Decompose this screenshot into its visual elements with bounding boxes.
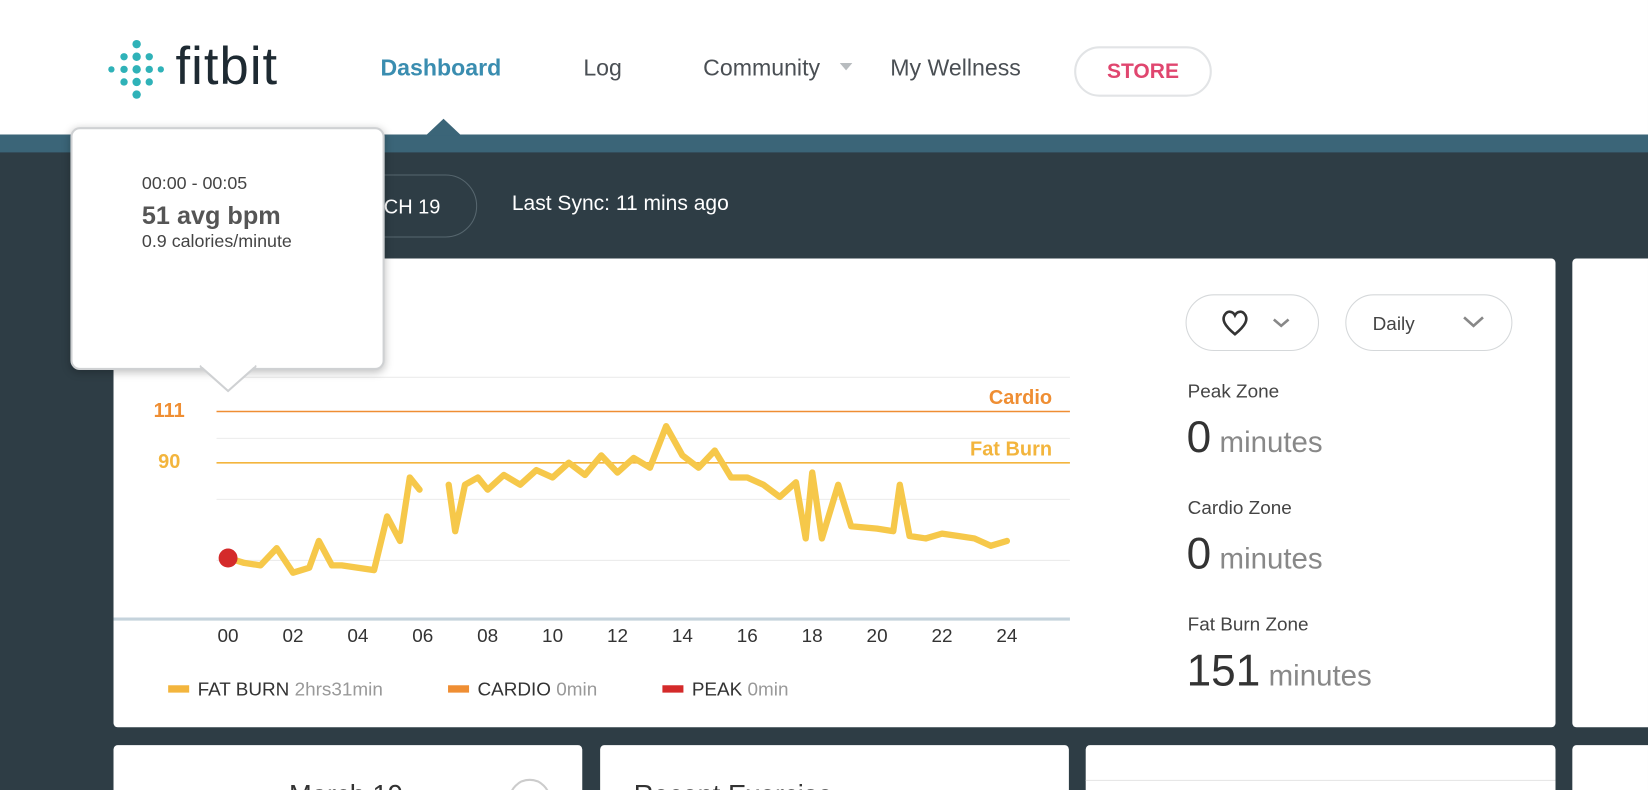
nav-wellness[interactable]: My Wellness <box>890 54 1021 81</box>
card-title: March 19 <box>289 779 403 790</box>
zone-label: Cardio <box>989 387 1052 409</box>
heart-rate-line <box>224 423 1011 576</box>
legend-detail: 2hrs31min <box>295 680 383 701</box>
card <box>1085 745 1556 790</box>
x-tick-label: 14 <box>672 626 693 647</box>
x-tick-label: 18 <box>802 626 823 647</box>
legend-detail: 0min <box>556 680 597 701</box>
header: fitbit Dashboard Log Community My Wellne… <box>0 0 1648 135</box>
x-tick-label: 06 <box>412 626 433 647</box>
nav-bar <box>0 134 1648 153</box>
zone-value-row: 151 minutes <box>1187 645 1372 695</box>
zone-value: 0 <box>1186 528 1212 579</box>
logo-text: fitbit <box>175 36 279 96</box>
legend-detail: 0min <box>748 680 789 701</box>
x-tick-label: 20 <box>867 626 888 647</box>
x-tick-label: 12 <box>607 626 628 647</box>
x-tick-label: 16 <box>737 626 758 647</box>
last-sync: Last Sync: 11 mins ago <box>511 192 729 216</box>
legend-swatch <box>662 685 684 693</box>
period-dropdown[interactable]: Daily <box>1345 294 1513 352</box>
chevron <box>1463 316 1484 328</box>
card-title: Recent Exercise <box>634 779 833 790</box>
zone-value-row: 0 minutes <box>1187 529 1323 579</box>
period-text: Daily <box>1372 313 1415 335</box>
zone-label: Fat Burn Zone <box>1187 613 1309 635</box>
x-tick-label: 22 <box>931 626 952 647</box>
nav-dashboard[interactable]: Dashboard <box>380 54 502 81</box>
divider <box>1085 779 1556 781</box>
legend-label: FAT BURN <box>198 680 290 701</box>
nav-log[interactable]: Log <box>583 54 622 81</box>
metric-dropdown[interactable] <box>1185 294 1320 352</box>
zone-label: Peak Zone <box>1187 380 1280 402</box>
x-tick-label: 08 <box>477 626 498 647</box>
x-tick-label: 02 <box>282 626 303 647</box>
tooltip-time: 00:00 - 00:05 <box>141 173 248 194</box>
zone-value-row: 0 minutes <box>1187 412 1323 462</box>
zone-unit: minutes <box>1219 425 1323 459</box>
legend-label: CARDIO <box>477 680 551 701</box>
zone-unit: minutes <box>1268 658 1372 692</box>
legend-label: PEAK <box>692 680 743 701</box>
hover-marker <box>218 548 238 568</box>
heart-icon <box>1222 310 1290 336</box>
tooltip-calories: 0.9 calories/minute <box>141 231 292 252</box>
store-button[interactable]: STORE <box>1074 46 1212 97</box>
x-tick-label: 00 <box>218 626 239 647</box>
tooltip-arrow <box>199 363 257 393</box>
y-tick-label: 90 <box>158 451 180 473</box>
zone-value: 151 <box>1186 645 1261 695</box>
card-button[interactable] <box>508 778 551 790</box>
nav-community[interactable]: Community <box>703 54 821 81</box>
tooltip-bpm: 51 avg bpm <box>141 201 281 231</box>
legend-swatch <box>168 685 190 693</box>
nav-pointer <box>425 118 462 136</box>
tooltip: 00:00 - 00:05 51 avg bpm 0.9 calories/mi… <box>70 127 385 370</box>
x-tick-label: 04 <box>347 626 368 647</box>
logo-icon <box>108 39 164 99</box>
card: Recent Exercise <box>600 745 1069 790</box>
heart-rate-chart: Cardio Fat Burn 90 111 00 02 04 06 08 10 12 14 16 18 2… <box>113 376 1070 701</box>
legend-swatch <box>448 685 470 693</box>
side-card <box>1572 258 1648 728</box>
zone-value: 0 <box>1186 411 1212 462</box>
zone-unit: minutes <box>1219 542 1323 575</box>
zone-label: Cardio Zone <box>1187 497 1292 519</box>
x-tick-label: 24 <box>996 626 1017 647</box>
zone-label: Fat Burn <box>970 438 1052 460</box>
dropdown-caret <box>839 63 853 71</box>
card <box>1572 745 1648 790</box>
card: March 19 <box>113 745 583 790</box>
x-tick-label: 10 <box>542 626 563 647</box>
y-tick-label: 111 <box>154 400 185 422</box>
